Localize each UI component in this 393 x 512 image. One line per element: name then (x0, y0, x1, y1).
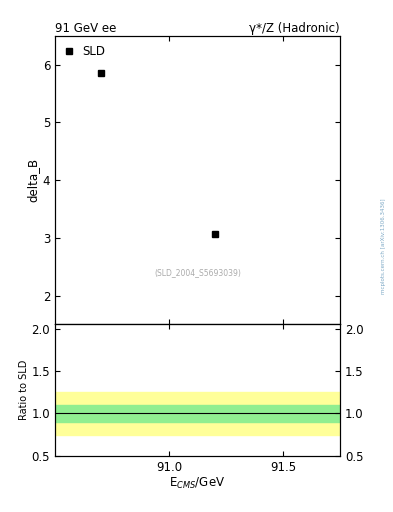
Text: γ*/Z (Hadronic): γ*/Z (Hadronic) (249, 22, 340, 35)
Bar (55, 392, 340, 435)
Y-axis label: Ratio to SLD: Ratio to SLD (19, 360, 29, 420)
SLD (98, 70, 103, 76)
Text: 91 GeV ee: 91 GeV ee (55, 22, 116, 35)
SLD (212, 231, 217, 237)
Legend: SLD: SLD (60, 40, 110, 63)
Line: SLD: SLD (98, 71, 217, 237)
Text: mcplots.cern.ch [arXiv:1306.3436]: mcplots.cern.ch [arXiv:1306.3436] (381, 198, 386, 293)
X-axis label: E$_{CMS}$/GeV: E$_{CMS}$/GeV (169, 476, 226, 492)
Y-axis label: delta_B: delta_B (27, 158, 40, 202)
Text: (SLD_2004_S5693039): (SLD_2004_S5693039) (154, 268, 241, 277)
Bar (55, 405, 340, 422)
